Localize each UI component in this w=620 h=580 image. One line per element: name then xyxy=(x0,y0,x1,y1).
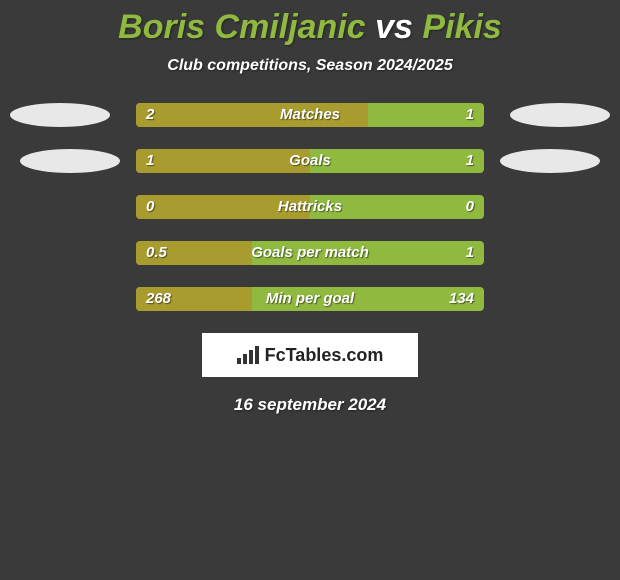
stat-ellipse-left xyxy=(20,149,120,173)
stat-value-right: 1 xyxy=(466,103,474,127)
stat-value-left: 0.5 xyxy=(146,241,167,265)
stat-row: Goals per match0.5 1 xyxy=(0,241,620,265)
stat-bar-track: Matches2 1 xyxy=(136,103,484,127)
stat-bar-track: Goals1 1 xyxy=(136,149,484,173)
generation-date: 16 september 2024 xyxy=(0,395,620,415)
stat-value-left: 268 xyxy=(146,287,171,311)
player-b-name: Pikis xyxy=(422,8,501,46)
stat-value-left: 1 xyxy=(146,149,154,173)
subtitle: Club competitions, Season 2024/2025 xyxy=(0,57,620,75)
stat-bar-track: Min per goal268 134 xyxy=(136,287,484,311)
stat-ellipse-right xyxy=(510,103,610,127)
stat-bar-track: Goals per match0.5 1 xyxy=(136,241,484,265)
stat-row: Matches2 1 xyxy=(0,103,620,127)
stat-bar-track: Hattricks0 0 xyxy=(136,195,484,219)
stat-value-right: 1 xyxy=(466,241,474,265)
stat-row: Goals1 1 xyxy=(0,149,620,173)
stat-label: Matches xyxy=(136,103,484,127)
stat-value-right: 0 xyxy=(466,195,474,219)
brand-text: FcTables.com xyxy=(265,345,384,366)
title-vs: vs xyxy=(375,8,413,46)
stat-ellipse-left xyxy=(10,103,110,127)
stat-value-right: 134 xyxy=(449,287,474,311)
stats-rows: Matches21Goals11Hattricks00Goals per mat… xyxy=(0,103,620,311)
stat-value-left: 0 xyxy=(146,195,154,219)
stat-row: Min per goal268 134 xyxy=(0,287,620,311)
stat-ellipse-right xyxy=(500,149,600,173)
brand-logo: FcTables.com xyxy=(237,345,384,366)
stat-label: Goals xyxy=(136,149,484,173)
stat-label: Min per goal xyxy=(136,287,484,311)
stat-label: Goals per match xyxy=(136,241,484,265)
stat-label: Hattricks xyxy=(136,195,484,219)
stat-row: Hattricks0 0 xyxy=(0,195,620,219)
stat-value-left: 2 xyxy=(146,103,154,127)
player-a-name: Boris Cmiljanic xyxy=(118,8,366,46)
brand-logo-box: FcTables.com xyxy=(202,333,418,377)
chart-icon xyxy=(237,346,259,364)
stat-value-right: 1 xyxy=(466,149,474,173)
comparison-title: Boris Cmiljanic vs Pikis xyxy=(0,0,620,47)
